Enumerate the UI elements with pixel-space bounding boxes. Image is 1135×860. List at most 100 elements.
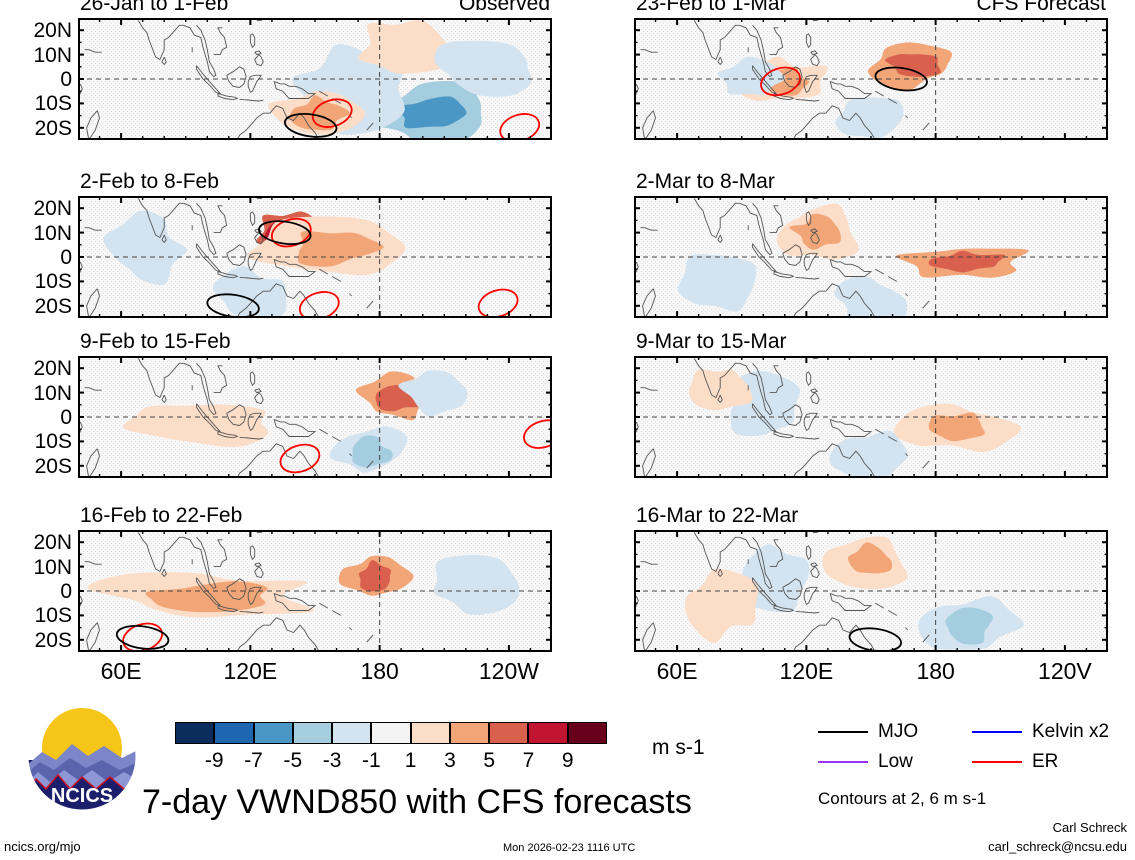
coastline [349, 293, 352, 297]
coastline [887, 610, 898, 616]
coastline [795, 610, 820, 614]
coastline [226, 66, 247, 88]
y-axis-label: 20N [33, 19, 72, 43]
coastline [642, 288, 656, 318]
coastline [217, 93, 239, 101]
y-axis-label: 0 [60, 68, 72, 91]
coastline [810, 232, 820, 245]
anomaly-shading-core [945, 607, 994, 645]
coastline [717, 394, 723, 404]
coastline [137, 20, 184, 61]
coastline [810, 562, 818, 568]
coastline [183, 202, 217, 256]
panel-title: 2-Feb to 8-Feb [80, 170, 219, 193]
coastline [183, 362, 217, 416]
legend-label-low: Low [878, 751, 913, 772]
x-axis-label: 60E [100, 658, 142, 684]
anomaly-shading-core [391, 96, 467, 129]
y-axis-label: 20S [34, 116, 72, 140]
coastline [812, 356, 822, 359]
coastline [254, 228, 262, 234]
author-email[interactable]: carl_schreck@ncsu.edu [988, 839, 1127, 854]
panel-map [634, 18, 1108, 140]
coastline [196, 577, 222, 607]
coastline [366, 122, 374, 131]
coastline [249, 33, 256, 49]
colorbar-tick-label: 1 [404, 749, 417, 772]
coastline [795, 98, 820, 102]
coastline [769, 205, 784, 234]
panel-title: 23-Feb to 1-Mar [636, 0, 787, 15]
column-label-observed: Observed [458, 0, 550, 15]
y-axis-label: 10N [33, 221, 72, 245]
coastline [773, 271, 795, 279]
coastline [792, 290, 826, 318]
legend-line-mjo [818, 731, 868, 733]
anomaly-shading-core [297, 231, 384, 267]
colorbar-swatch [292, 722, 333, 744]
coastline [795, 436, 820, 440]
coastline [331, 610, 342, 616]
coastline [239, 610, 264, 614]
panel-3-1: 16-Mar to 22-Mar [634, 504, 1108, 652]
anomaly-shading-core [442, 570, 506, 600]
coastline [86, 448, 100, 478]
panel-map [634, 196, 1108, 318]
wave-contour-mjo [115, 625, 170, 650]
wave-contour-er [499, 113, 541, 140]
coastline [249, 371, 256, 387]
coastline [739, 202, 773, 256]
panel-map [78, 18, 552, 140]
coastline [829, 592, 873, 611]
coastline [273, 592, 317, 611]
coastline [829, 418, 873, 437]
panel-map [78, 530, 552, 652]
colorbar-tick-label: -9 [204, 749, 224, 772]
coastline [769, 27, 784, 56]
coastline [922, 634, 930, 643]
anomaly-shading-core [289, 95, 350, 131]
coastline [773, 605, 795, 613]
x-axis-label: 180 [916, 658, 955, 684]
y-axis-label: 20S [34, 628, 72, 652]
coastline [805, 371, 812, 387]
coastline [875, 602, 885, 609]
coastline [249, 545, 256, 561]
anomaly-shading-core [852, 440, 896, 467]
footer-site-link[interactable]: ncics.org/mjo [4, 839, 81, 854]
coastline [86, 110, 100, 140]
coastline [213, 27, 228, 56]
coastline [812, 530, 822, 533]
coastline [905, 453, 908, 457]
coastline [829, 258, 873, 277]
coastline [349, 627, 352, 631]
coastline [825, 443, 876, 478]
colorbar-swatch [253, 722, 293, 744]
coastline [642, 110, 656, 140]
coastline [693, 532, 740, 573]
footer-timestamp: Mon 2026-02-23 1116 UTC [503, 842, 636, 854]
anomaly-shading-core [706, 373, 741, 403]
coastline [810, 392, 820, 405]
anomaly-shading-core [415, 381, 457, 408]
coastline [86, 622, 100, 652]
coastline [739, 362, 773, 416]
coastline [803, 586, 818, 606]
legend-line-low [818, 761, 868, 763]
coastline [247, 252, 262, 272]
coastline [773, 431, 795, 439]
wave-contour-er [279, 443, 321, 474]
colorbar-tick-label: -5 [283, 749, 303, 772]
ncics-logo[interactable]: NCICS [26, 700, 138, 812]
colorbar-tick-label: 9 [561, 749, 574, 772]
coastline [805, 33, 812, 49]
panel-0-1: 23-Feb to 1-Mar CFS Forecast [634, 0, 1108, 140]
y-axis-label: 10N [33, 381, 72, 405]
coastline [239, 276, 264, 280]
coastline [829, 80, 873, 99]
coastline [236, 112, 270, 140]
coastline [905, 293, 908, 297]
anomaly-shading-core [358, 560, 391, 592]
anomaly-shading-core [746, 561, 798, 593]
coastline [717, 568, 723, 578]
